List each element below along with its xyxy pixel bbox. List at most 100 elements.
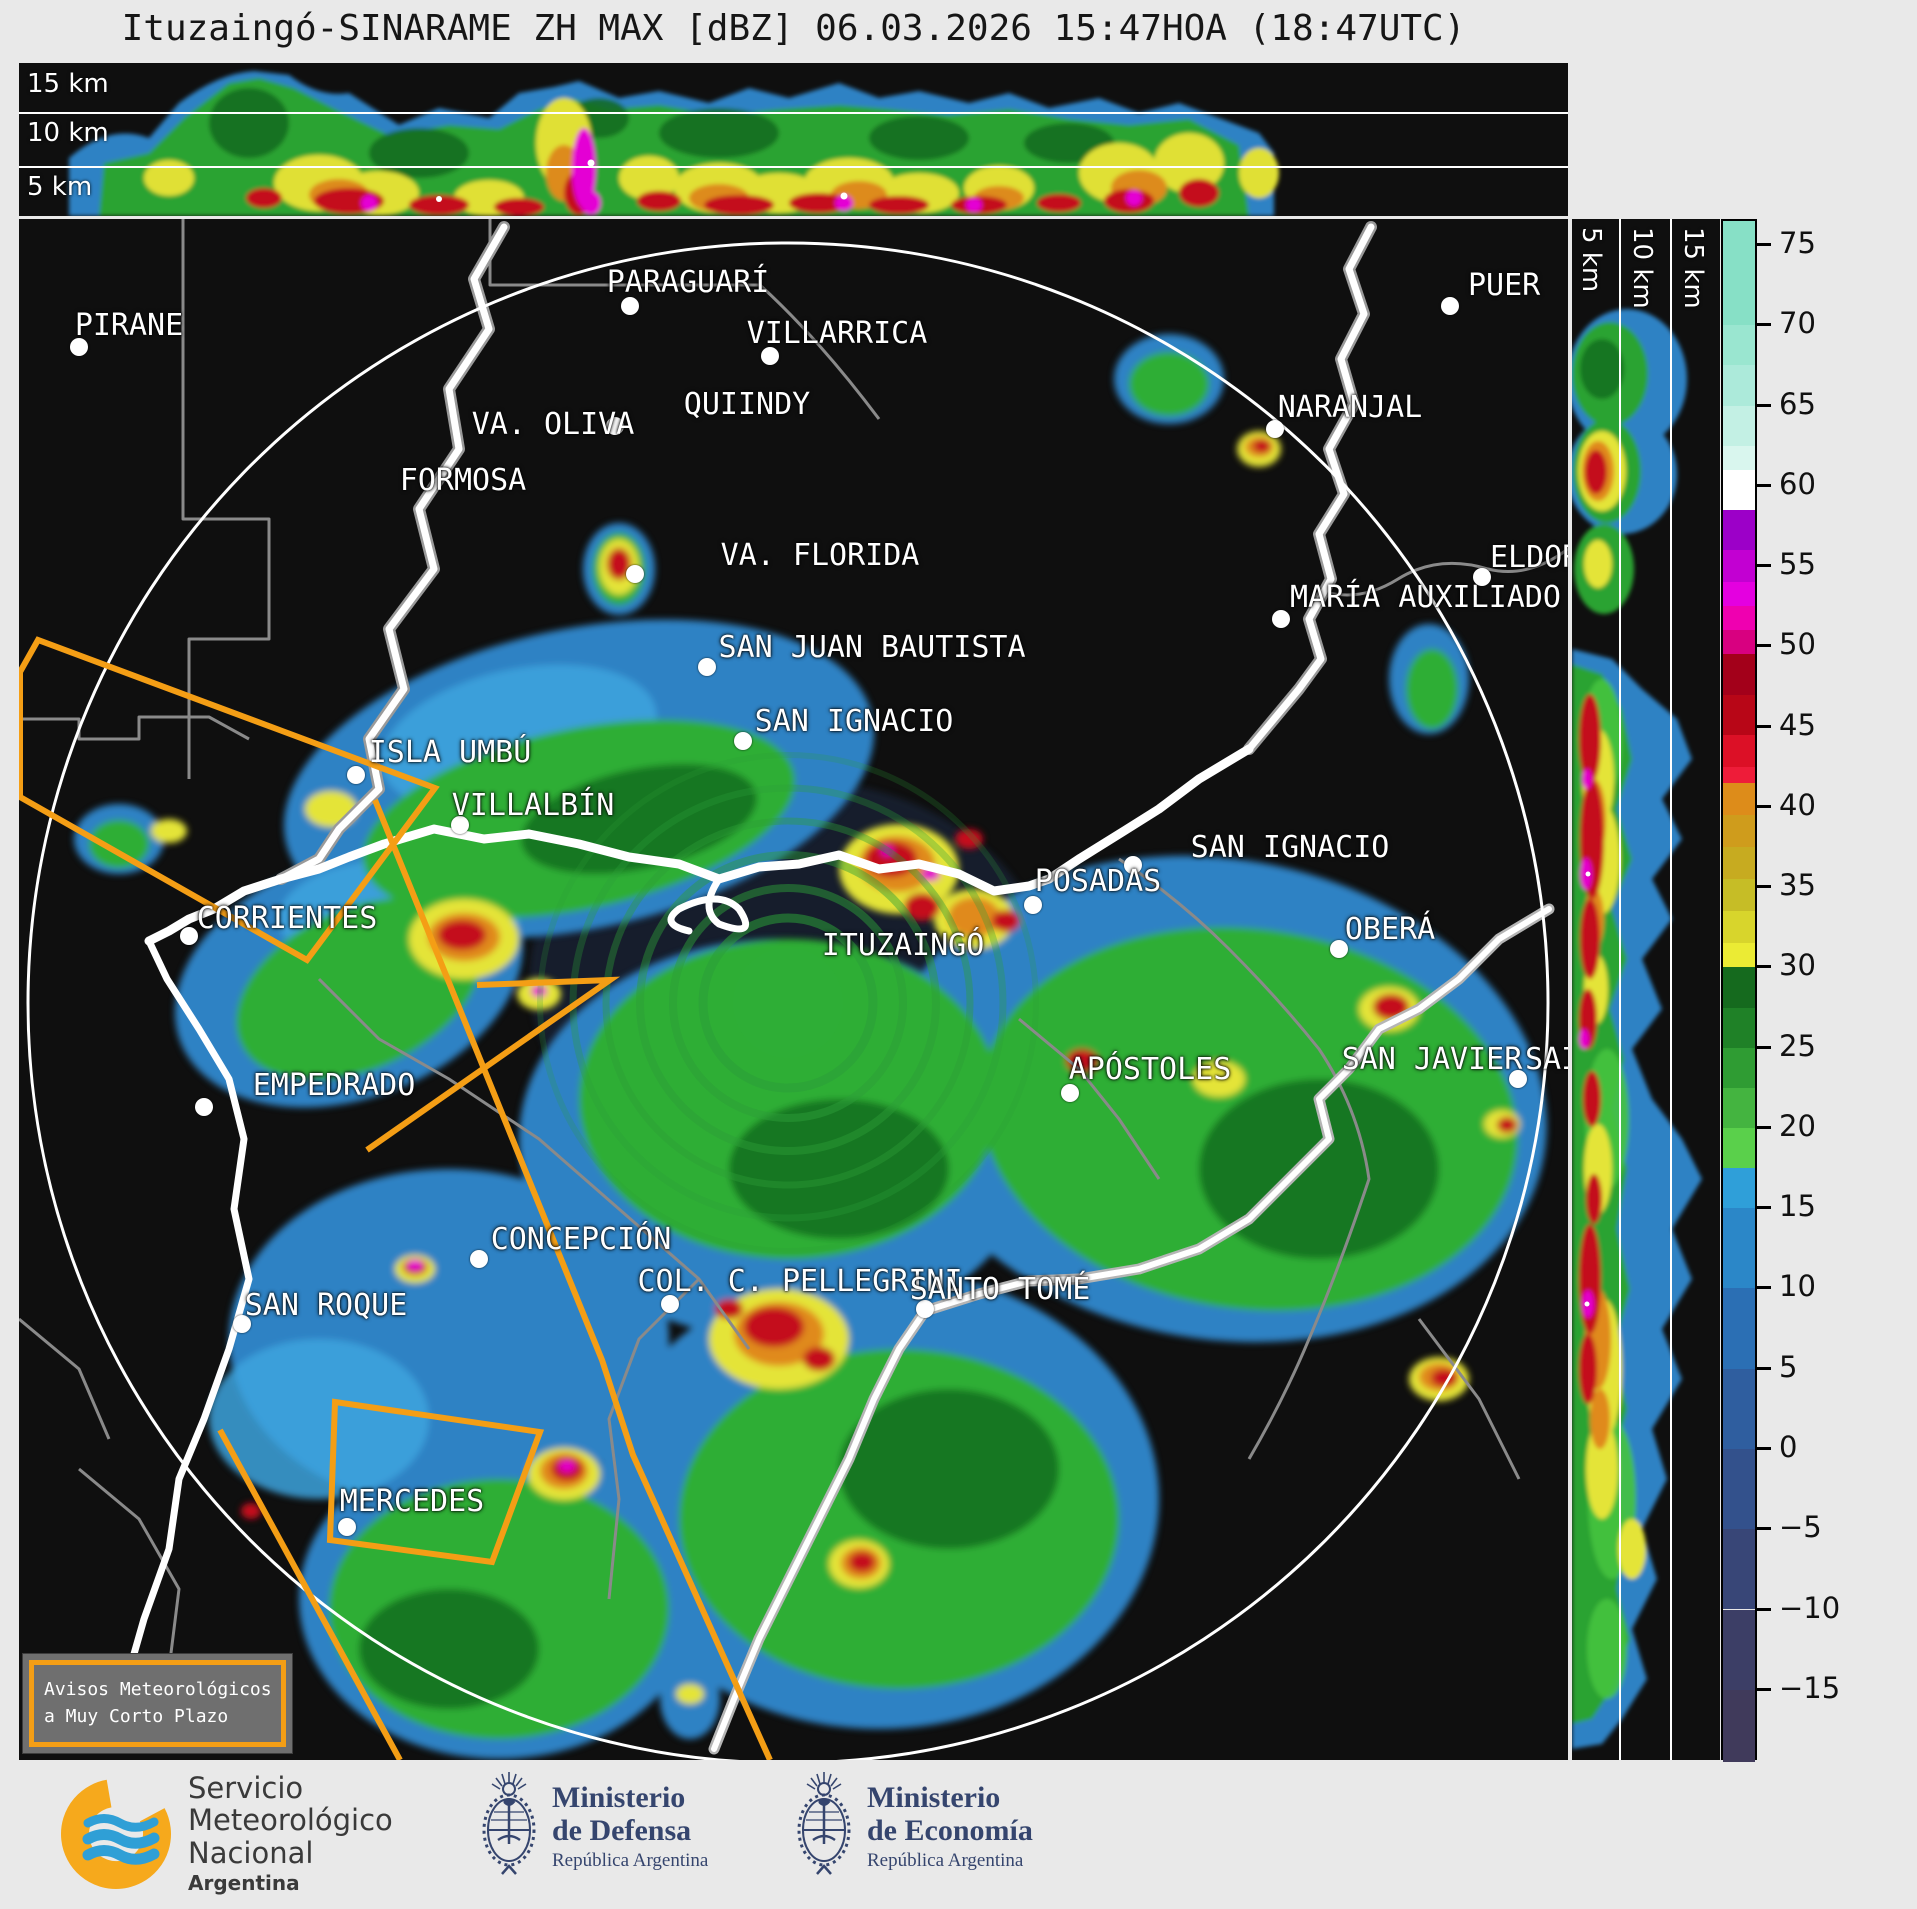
colorbar-segment [1723,967,1755,1008]
colorbar-tick [1757,1366,1771,1370]
city-label: VILLALBÍN [451,788,615,823]
colorbar-tick-label: 40 [1779,787,1816,822]
colorbar-segment [1723,1168,1755,1209]
colorbar-tick [1757,644,1771,648]
colorbar-segment [1723,1609,1755,1690]
city-label: APÓSTOLES [1068,1052,1232,1087]
ministry-economia-block: Ministerio de Economía República Argenti… [793,1770,1033,1882]
warning-legend-border: Avisos Meteorológicos a Muy Corto Plazo [29,1660,286,1747]
city-label: SAN ROQUE [244,1288,408,1323]
colorbar-tick-label: 75 [1779,226,1816,261]
colorbar-segment [1723,1689,1755,1762]
colorbar-segment [1723,469,1755,510]
city-dot [1061,1084,1079,1102]
city-label: SAI [1525,1042,1568,1077]
colorbar-segment [1723,445,1755,470]
page-title: Ituzaingó-SINARAME ZH MAX [dBZ] 06.03.20… [121,8,1466,49]
colorbar-tick-label: 15 [1779,1189,1816,1224]
city-dot [347,766,365,784]
city-label: COL. C. PELLEGRINI [637,1264,963,1299]
cross-section-right-panel: 5 km 10 km 15 km [1572,219,1720,1760]
city-label: FORMOSA [399,463,527,498]
colorbar-tick-label: −10 [1779,1590,1841,1625]
colorbar-segment [1723,814,1755,848]
city-label: POSADAS [1034,864,1162,899]
colorbar-tick-label: 0 [1779,1429,1798,1464]
defensa-line3: República Argentina [552,1849,709,1871]
colorbar-segment [1723,630,1755,655]
city-label: QUIINDY [683,387,811,422]
city-label: MARÍA AUXILIADO [1290,580,1561,615]
rivers [100,221,1555,1755]
colorbar-tick [1757,564,1771,568]
colorbar-tick [1757,483,1771,487]
city-dot [734,732,752,750]
colorbar-tick-label: 30 [1779,948,1816,983]
argentina-coat-of-arms-icon [482,1772,536,1875]
footer: Servicio Meteorológico Nacional Argentin… [0,1760,1917,1909]
smn-line3: Nacional [188,1835,314,1870]
colorbar-segment [1723,911,1755,944]
colorbar-segment [1723,606,1755,631]
city-dot [916,1300,934,1318]
city-dot [180,927,198,945]
city-label: SAN JUAN BAUTISTA [718,630,1026,665]
warning-legend-line1: Avisos Meteorológicos [44,1679,272,1701]
warning-polygon [19,636,440,964]
city-dot [1266,420,1284,438]
city-dot [470,1250,488,1268]
city-dot [661,1295,679,1313]
argentina-coat-of-arms-icon [797,1772,851,1875]
city-dot [1124,856,1142,874]
colorbar-segment [1723,550,1755,583]
colorbar-segment [1723,1127,1755,1169]
colorbar-tick [1757,1045,1771,1049]
economia-line2: de Economía [867,1813,1033,1847]
colorbar-segment [1723,1047,1755,1088]
colorbar-segment [1723,1087,1755,1128]
colorbar-segment [1723,509,1755,551]
range-ring [26,241,1550,1760]
city-dot [338,1518,356,1536]
city-dot [1330,940,1348,958]
colorbar-tick-label: 25 [1779,1028,1816,1063]
warning-polygon [217,1428,403,1760]
colorbar-tick [1757,1446,1771,1450]
city-label: SANTO TOMÉ [909,1272,1091,1307]
colorbar-tick-label: −15 [1779,1670,1841,1705]
colorbar: 75 70 65 60 55 50 45 40 35 30 25 20 15 10 5 0 −5 −10 −15 [1721,219,1881,1762]
colorbar-segment [1723,221,1755,326]
city-dot [1441,297,1459,315]
colorbar-tick-label: 60 [1779,466,1816,501]
city-dot [606,417,624,435]
colorbar-tick [1757,885,1771,889]
city-dot [626,565,644,583]
colorbar-tick [1757,1607,1771,1611]
colorbar-segment [1723,654,1755,695]
city-layer: PARAGUARÍ PIRANE VILLARRICA QUIINDY VA. OLIV… [19,219,1568,1760]
city-dot [195,1098,213,1116]
colorbar-tick [1757,1206,1771,1210]
colorbar-tick-label: −5 [1779,1510,1822,1545]
colorbar-tick-label: 10 [1779,1269,1816,1304]
warning-polygons [19,636,773,1760]
radar-map-graphic [19,219,1568,1760]
city-label: EMPEDRADO [252,1068,416,1103]
colorbar-tick [1757,323,1771,327]
city-label: VILLARRICA [746,316,928,351]
city-label: ELDOR [1490,540,1568,575]
economia-line1: Ministerio [867,1780,1001,1814]
colorbar-segment [1723,325,1755,366]
colorbar-tick [1757,1125,1771,1129]
city-dot [70,338,88,356]
smn-logo-block: Servicio Meteorológico Nacional Argentin… [58,1772,393,1895]
colorbar-tick-label: 65 [1779,386,1816,421]
colorbar-tick-label: 5 [1779,1349,1798,1384]
ministry-defensa-block: Ministerio de Defensa República Argentin… [478,1770,708,1882]
colorbar-segment [1723,1529,1755,1610]
colorbar-segment [1723,943,1755,968]
warning-polygon [326,1398,545,1566]
cross-section-right-graphic [1572,219,1720,1760]
right-panel-5km-label: 5 km [1576,227,1606,293]
